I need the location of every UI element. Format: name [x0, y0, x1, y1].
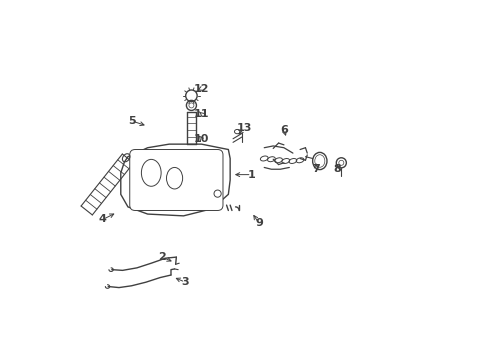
Text: 11: 11 — [193, 109, 209, 119]
Text: 6: 6 — [280, 125, 287, 135]
FancyBboxPatch shape — [129, 149, 223, 211]
Text: 2: 2 — [158, 252, 165, 262]
Text: 10: 10 — [193, 134, 209, 144]
Text: 5: 5 — [127, 116, 135, 126]
Text: 13: 13 — [236, 123, 252, 133]
Text: 1: 1 — [247, 170, 255, 180]
Text: 4: 4 — [99, 215, 106, 224]
Text: 9: 9 — [254, 218, 262, 228]
Text: 12: 12 — [193, 84, 209, 94]
Text: 8: 8 — [333, 164, 341, 174]
PathPatch shape — [121, 144, 230, 216]
Text: 3: 3 — [181, 277, 189, 287]
Text: 7: 7 — [312, 164, 320, 174]
